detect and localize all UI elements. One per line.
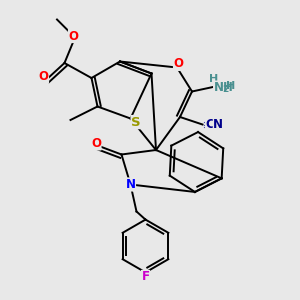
Text: N: N (125, 178, 136, 191)
Text: NH: NH (214, 81, 233, 94)
Text: 2: 2 (222, 85, 229, 94)
Text: C: C (205, 118, 214, 131)
Text: H: H (209, 74, 218, 85)
Text: N: N (213, 118, 223, 131)
Text: O: O (68, 29, 79, 43)
Text: H: H (226, 80, 235, 91)
Text: O: O (91, 137, 101, 150)
Text: O: O (173, 57, 184, 70)
Text: S: S (131, 116, 141, 129)
Text: F: F (142, 270, 149, 284)
Text: O: O (38, 70, 49, 83)
